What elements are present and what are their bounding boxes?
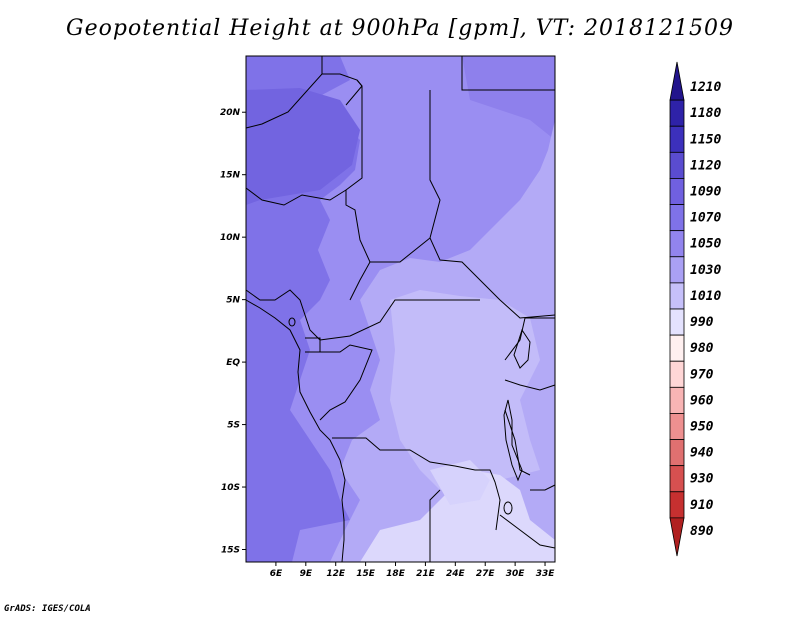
y-tick-label: 5N xyxy=(226,296,240,306)
colorbar-label: 890 xyxy=(690,524,714,539)
grads-credit: GrADS: IGES/COLA xyxy=(4,604,91,614)
colorbar-label: 1180 xyxy=(690,106,721,121)
colorbar-cell xyxy=(669,439,685,467)
colorbar-cell xyxy=(669,491,685,519)
colorbar-cell xyxy=(669,413,685,440)
colorbar-label: 1050 xyxy=(690,237,721,252)
map-frame xyxy=(245,55,556,563)
colorbar-cell xyxy=(669,61,685,101)
colorbar-cell xyxy=(669,386,685,414)
x-tick-label: 30E xyxy=(506,569,526,579)
field-region-1070-northeast xyxy=(462,56,555,140)
colorbar-cell xyxy=(669,125,685,153)
y-tick-label: 15N xyxy=(220,171,241,181)
colorbar-cell xyxy=(669,204,685,232)
x-axis-ticks: 6E 9E 12E 15E 18E 21E 24E 27E 30E 33E xyxy=(270,562,556,579)
colorbar-label: 1070 xyxy=(690,211,721,226)
country-borders xyxy=(245,56,556,562)
y-tick-label: 15S xyxy=(221,546,240,556)
colorbar-label: 970 xyxy=(690,367,714,382)
colorbar-cell xyxy=(669,334,685,362)
y-tick-label: 10S xyxy=(221,483,240,493)
colorbar-cell xyxy=(669,151,685,179)
map-panel xyxy=(245,56,556,563)
y-axis-ticks: 20N 15N 10N 5N EQ 5S 10S 15S xyxy=(220,108,246,556)
colorbar-label: 1210 xyxy=(690,80,721,95)
x-tick-label: 33E xyxy=(536,569,556,579)
colorbar-cell xyxy=(669,256,685,284)
colorbar-label: 1090 xyxy=(690,185,721,200)
colorbar-label: 940 xyxy=(690,446,714,461)
colorbar: 1210 1180 1150 1120 1090 1070 1050 1030 1010 990 9… xyxy=(669,61,721,557)
colorbar-label: 960 xyxy=(690,393,714,408)
field-region-1090 xyxy=(246,88,360,205)
coastline xyxy=(245,299,346,563)
colorbar-cell xyxy=(669,308,685,336)
x-tick-label: 18E xyxy=(386,569,406,579)
colorbar-label: 980 xyxy=(690,341,714,356)
lakes xyxy=(288,317,531,515)
colorbar-cell xyxy=(669,360,685,388)
colorbar-cell xyxy=(669,99,685,127)
x-tick-label: 15E xyxy=(356,569,376,579)
x-tick-label: 12E xyxy=(326,569,346,579)
y-tick-label: 10N xyxy=(220,233,241,243)
colorbar-cell xyxy=(669,465,685,493)
colorbar-cell xyxy=(669,517,685,557)
y-tick-label: 20N xyxy=(220,108,241,118)
x-tick-label: 24E xyxy=(446,569,466,579)
colorbar-label: 910 xyxy=(690,498,714,513)
y-tick-label: EQ xyxy=(226,358,240,368)
colorbar-label: 1150 xyxy=(690,132,721,147)
colorbar-label: 1010 xyxy=(690,289,721,304)
x-tick-label: 9E xyxy=(300,569,313,579)
x-tick-label: 6E xyxy=(270,569,283,579)
colorbar-cell xyxy=(669,178,685,205)
colorbar-label: 1120 xyxy=(690,158,721,173)
field-region-1030 xyxy=(390,290,540,490)
colorbar-label: 1030 xyxy=(690,263,721,278)
colorbar-label: 950 xyxy=(690,420,714,435)
x-tick-label: 27E xyxy=(476,569,496,579)
x-tick-label: 21E xyxy=(416,569,436,579)
colorbar-label: 930 xyxy=(690,472,714,487)
colorbar-cell xyxy=(669,230,685,258)
y-tick-label: 5S xyxy=(227,421,240,431)
field-region-1010 xyxy=(360,470,555,562)
colorbar-cell xyxy=(669,282,685,310)
field-region-1010-b xyxy=(430,460,490,505)
map-title: Geopotential Height at 900hPa [gpm], VT:… xyxy=(66,16,734,41)
colorbar-label: 990 xyxy=(690,315,714,330)
